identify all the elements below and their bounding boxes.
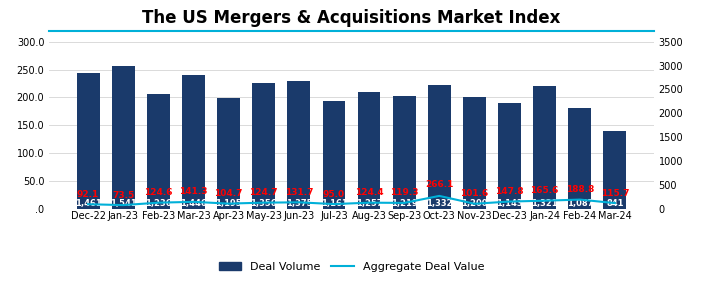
Text: 1,321: 1,321 <box>531 199 558 208</box>
Text: 1,236: 1,236 <box>145 199 172 208</box>
Text: 119.3: 119.3 <box>390 188 418 197</box>
Text: 92.1: 92.1 <box>77 190 99 199</box>
Text: 104.7: 104.7 <box>214 189 243 198</box>
Text: 1,161: 1,161 <box>321 199 347 208</box>
Text: 101.6: 101.6 <box>460 189 489 198</box>
Text: 115.7: 115.7 <box>600 189 629 198</box>
Text: 1,332: 1,332 <box>426 199 453 208</box>
Text: 1,541: 1,541 <box>110 199 136 208</box>
Text: 1,143: 1,143 <box>496 199 523 208</box>
Text: 124.4: 124.4 <box>355 188 383 197</box>
Bar <box>288 81 310 209</box>
Bar <box>217 98 240 209</box>
Text: 1,446: 1,446 <box>180 199 207 208</box>
Bar <box>393 96 415 209</box>
Text: 124.7: 124.7 <box>250 188 278 197</box>
Text: 1,356: 1,356 <box>250 199 277 208</box>
Bar <box>463 97 486 209</box>
Text: 1,219: 1,219 <box>391 199 418 208</box>
Bar <box>182 74 205 209</box>
Text: 1,195: 1,195 <box>215 199 242 208</box>
Bar <box>428 85 451 209</box>
Text: 95.0: 95.0 <box>323 190 345 198</box>
Text: 141.3: 141.3 <box>179 187 207 196</box>
Text: 1,200: 1,200 <box>461 199 488 208</box>
Text: 131.7: 131.7 <box>285 188 313 197</box>
Text: 266.1: 266.1 <box>425 180 453 189</box>
Text: 165.6: 165.6 <box>531 186 559 195</box>
Text: 1,087: 1,087 <box>567 199 593 208</box>
Bar <box>252 83 275 209</box>
Bar <box>323 101 345 209</box>
Text: 147.8: 147.8 <box>495 187 524 196</box>
Text: 1,375: 1,375 <box>285 199 312 208</box>
Text: The US Mergers & Acquisitions Market Index: The US Mergers & Acquisitions Market Ind… <box>142 9 561 27</box>
Text: 124.6: 124.6 <box>144 188 173 197</box>
Text: 73.5: 73.5 <box>112 190 134 200</box>
Bar <box>534 86 556 209</box>
Text: 1,257: 1,257 <box>356 199 382 208</box>
Bar <box>147 94 169 209</box>
Bar <box>112 66 135 209</box>
Text: 188.8: 188.8 <box>566 185 594 194</box>
Bar <box>568 108 591 209</box>
Legend: Deal Volume, Aggregate Deal Value: Deal Volume, Aggregate Deal Value <box>214 257 489 277</box>
Text: 1,461: 1,461 <box>75 199 101 208</box>
Bar <box>77 73 100 209</box>
Bar <box>358 92 380 209</box>
Text: 841: 841 <box>606 199 624 208</box>
Bar <box>603 131 626 209</box>
Bar <box>498 103 521 209</box>
